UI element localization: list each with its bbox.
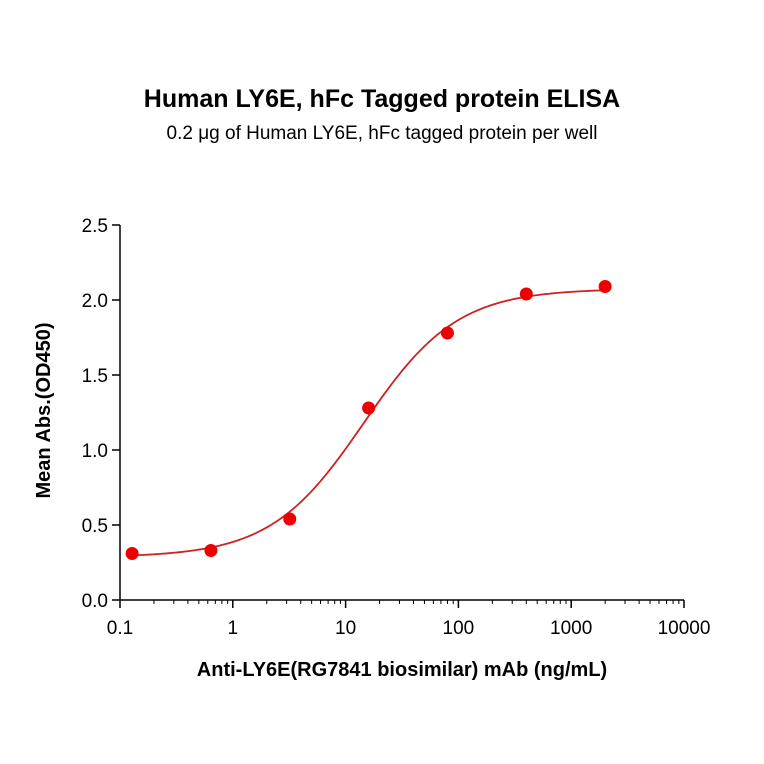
fit-curve <box>132 289 606 557</box>
y-tick-label: 2.0 <box>82 291 108 312</box>
data-points <box>125 280 612 560</box>
chart-subtitle: 0.2 μg of Human LY6E, hFc tagged protein… <box>166 123 598 144</box>
y-axis: 0.0 0.5 1.0 1.5 2.0 2.5 <box>82 216 121 612</box>
y-axis-title: Mean Abs.(OD450) <box>33 323 55 499</box>
x-tick-label: 0.1 <box>107 618 133 639</box>
data-point <box>519 287 533 301</box>
data-point <box>204 544 218 557</box>
x-tick-label: 10000 <box>658 618 711 639</box>
y-tick-label: 1.0 <box>82 441 108 462</box>
x-tick-label: 10 <box>335 618 356 639</box>
y-tick-label: 0.5 <box>82 516 108 537</box>
y-tick-label: 1.5 <box>82 366 108 387</box>
x-axis: 0.1 1 10 100 1000 10000 <box>107 599 711 639</box>
data-point <box>362 401 376 415</box>
data-point <box>440 326 454 340</box>
data-point <box>125 547 139 560</box>
chart-title: Human LY6E, hFc Tagged protein ELISA <box>143 85 621 113</box>
data-point <box>598 280 612 293</box>
y-tick-label: 0.0 <box>82 591 108 612</box>
x-tick-label: 1000 <box>550 618 592 639</box>
x-axis-title: Anti-LY6E(RG7841 biosimilar) mAb (ng/mL) <box>197 659 607 681</box>
x-tick-label: 100 <box>443 618 475 639</box>
data-point <box>283 512 297 526</box>
x-tick-label: 1 <box>228 618 239 639</box>
y-tick-label: 2.5 <box>82 216 108 237</box>
